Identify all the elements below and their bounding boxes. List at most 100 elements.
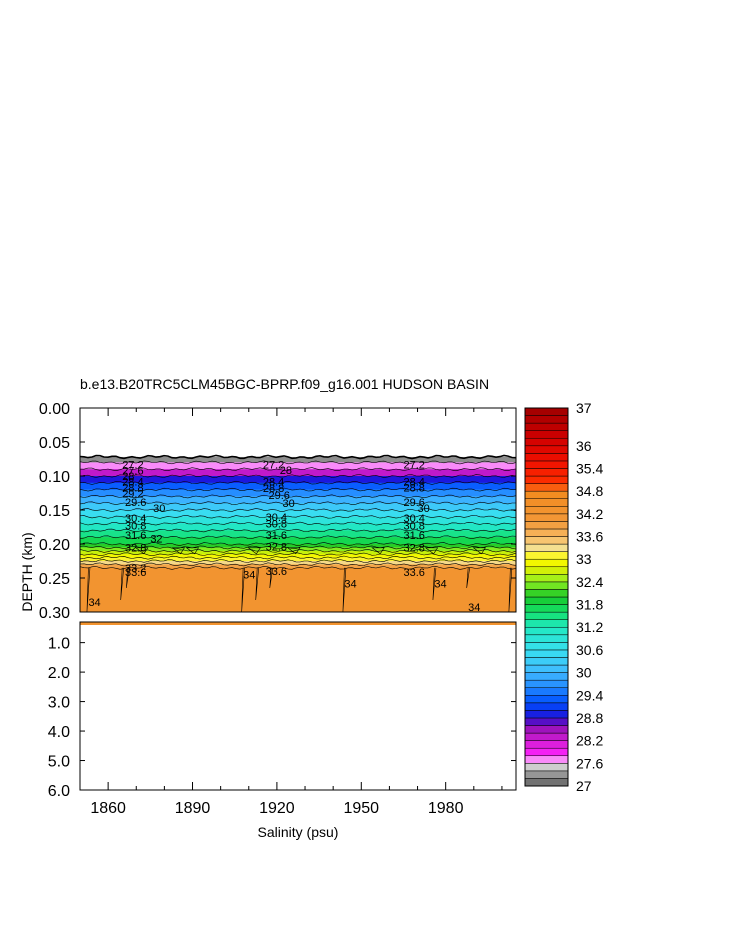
colorbar-swatch	[524, 642, 569, 651]
colorbar-label: 36	[576, 438, 592, 454]
contour-spike	[466, 567, 470, 589]
contour-spike	[120, 567, 124, 601]
colorbar-frame	[524, 407, 569, 787]
colorbar-label: 33.6	[576, 529, 603, 545]
colorbar	[524, 407, 569, 787]
colorbar-swatch	[524, 778, 569, 787]
colorbar-label: 29.4	[576, 687, 603, 703]
contour-line	[80, 535, 516, 540]
colorbar-swatch	[524, 672, 569, 681]
contour-label: 30.4	[266, 512, 287, 524]
contour-spike	[255, 567, 260, 601]
contour-label: 29.2	[122, 489, 143, 501]
contour-label: 30	[418, 503, 430, 515]
salinity-band	[80, 510, 516, 518]
closed-contour	[171, 547, 186, 555]
colorbar-swatch	[524, 460, 569, 469]
y-tick-label: 0.00	[39, 401, 70, 418]
salinity-band	[80, 503, 516, 511]
colorbar-swatch	[524, 453, 569, 462]
contour-label: 32.8	[125, 542, 146, 554]
contour-label: 34	[468, 602, 480, 614]
contour-label: 27.2	[263, 459, 284, 471]
y-tick-label: 5.0	[48, 754, 70, 771]
colorbar-swatch	[524, 475, 569, 484]
contour-label: 33.6	[403, 567, 424, 579]
y-tick-label: 0.15	[39, 503, 70, 520]
colorbar-labels: 37 36 35.4 34.8 34.2 33.6 33 32.4 31.8 31.2 30.6 30…	[576, 400, 603, 794]
colorbar-swatch	[524, 657, 569, 666]
colorbar-swatch	[524, 543, 569, 552]
contour-line	[80, 542, 516, 546]
contour-label: 28	[280, 465, 292, 477]
colorbar-swatch	[524, 468, 569, 477]
colorbar-swatch	[524, 649, 569, 658]
contour-label: 34	[344, 578, 356, 590]
upper-panel-contours	[80, 454, 516, 612]
contour-label: 27.6	[122, 466, 143, 478]
contour-label: 30.4	[403, 513, 424, 525]
colorbar-swatch	[524, 747, 569, 757]
colorbar-swatch	[524, 528, 569, 537]
colorbar-swatch	[524, 536, 569, 545]
colorbar-swatch	[524, 566, 569, 575]
salinity-band	[80, 564, 516, 569]
colorbar-swatch	[524, 407, 569, 416]
closed-contour	[424, 547, 439, 555]
y-tick-label: 0.20	[39, 537, 70, 554]
x-tick-label: 1950	[343, 800, 379, 817]
contour-label: 29.6	[268, 490, 289, 502]
contour-label: 33.6	[266, 566, 287, 578]
contour-line	[80, 555, 516, 560]
y-tick-label: 0.25	[39, 571, 70, 588]
contour-spike	[86, 567, 91, 612]
contour-line	[80, 562, 516, 567]
colorbar-swatch	[524, 755, 569, 764]
colorbar-swatch	[524, 558, 569, 568]
contour-spike	[508, 567, 513, 612]
contour-label: 30.4	[125, 513, 146, 525]
colorbar-swatch	[524, 445, 569, 454]
lower-panel-frame	[79, 621, 517, 791]
colorbar-swatch	[524, 596, 569, 605]
upper-panel-contour-labels: 27.227.62828.428.829.229.63030.430.831.6…	[88, 459, 480, 614]
y-tick-label: 3.0	[48, 695, 70, 712]
colorbar-swatch	[524, 581, 569, 590]
salinity-band	[80, 567, 516, 612]
salinity-band	[80, 496, 516, 504]
colorbar-swatch	[524, 725, 569, 734]
colorbar-label: 27.6	[576, 755, 603, 771]
contour-label: 31.6	[125, 530, 146, 542]
colorbar-swatch	[524, 422, 569, 431]
colorbar-swatch	[524, 687, 569, 696]
closed-contour	[134, 547, 149, 555]
contour-label: 28.8	[263, 483, 284, 495]
contour-label: 31.6	[403, 530, 424, 542]
colorbar-label: 30.6	[576, 642, 603, 658]
colorbar-label: 35.4	[576, 460, 603, 476]
contour-line	[80, 548, 516, 553]
contour-spike	[269, 567, 274, 589]
colorbar-swatch	[524, 770, 569, 779]
contour-label: 29.6	[403, 497, 424, 509]
salinity-band	[80, 557, 516, 562]
colorbar-swatch	[524, 619, 569, 628]
y-axis-label: DEPTH (km)	[19, 532, 35, 611]
contour-label: 33.2	[125, 563, 146, 575]
colorbar-label: 28.8	[576, 710, 603, 726]
closed-contour	[371, 547, 385, 555]
contour-label: 28.8	[403, 483, 424, 495]
colorbar-swatch	[524, 702, 569, 711]
contour-label: 30.8	[266, 519, 287, 531]
salinity-band	[80, 516, 516, 525]
colorbar-label: 31.2	[576, 619, 603, 635]
colorbar-swatch	[524, 574, 569, 583]
colorbar-swatch	[524, 740, 569, 749]
colorbar-swatch	[524, 626, 569, 636]
x-axis: 1860 1890 1920 1950 1980	[79, 408, 503, 817]
colorbar-swatch	[524, 506, 569, 515]
contour-spike	[342, 567, 347, 612]
colorbar-swatch	[524, 732, 569, 741]
contour-label: 28.4	[122, 476, 143, 488]
